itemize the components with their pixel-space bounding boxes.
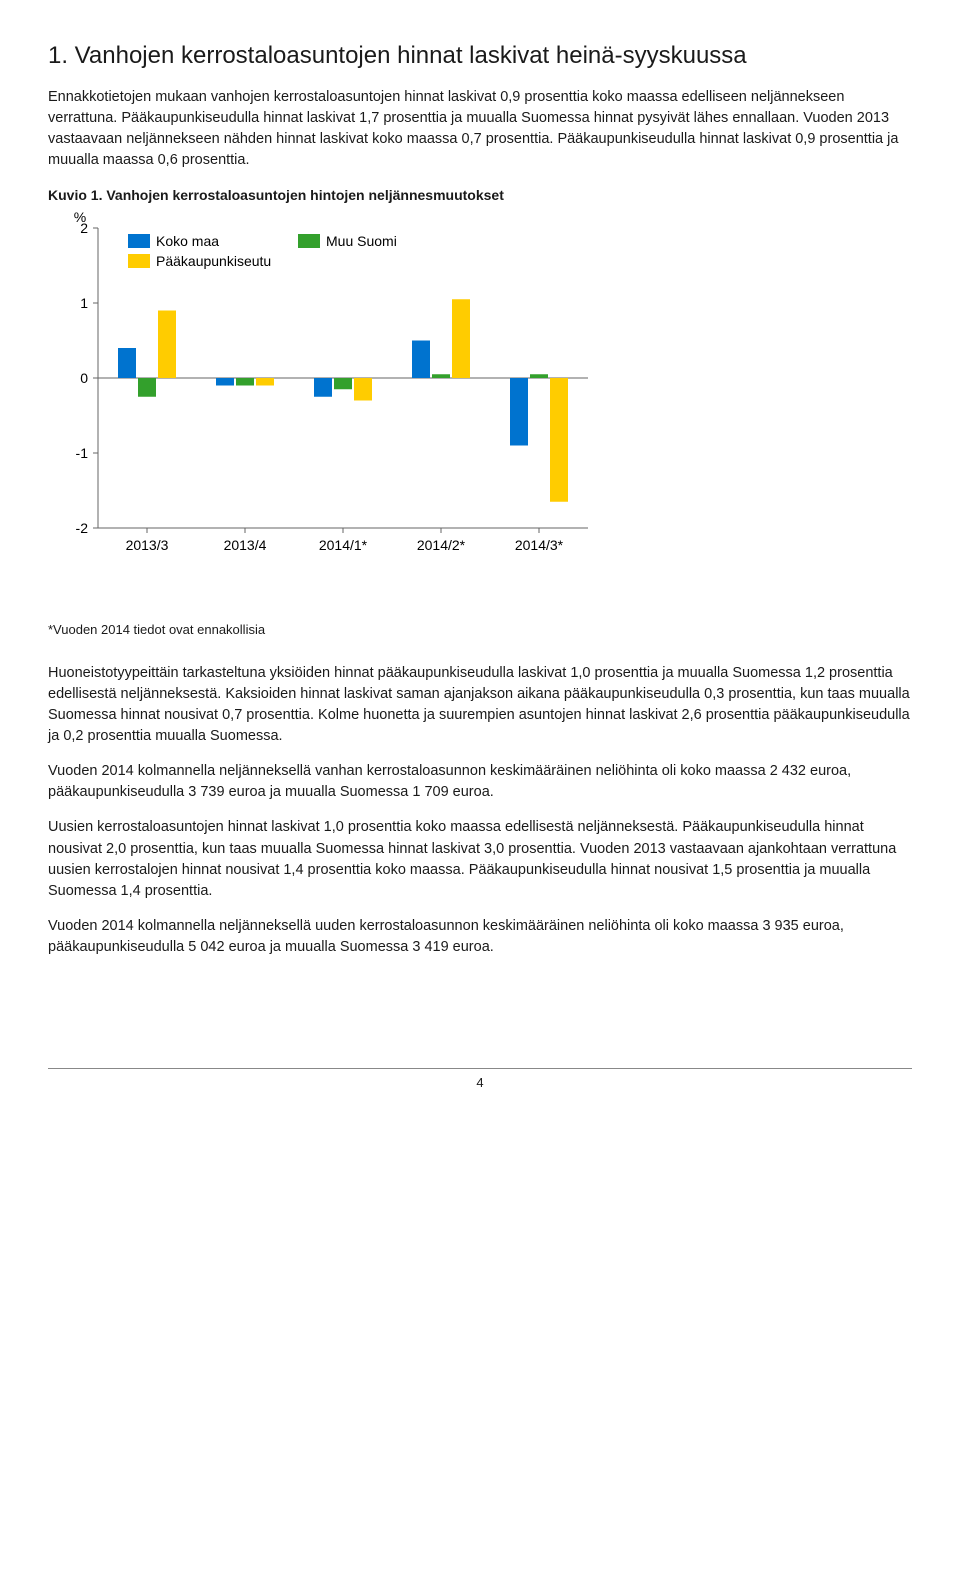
paragraph-new-avg-price: Vuoden 2014 kolmannella neljänneksellä u…: [48, 916, 912, 958]
svg-text:2: 2: [80, 220, 88, 236]
chart-svg: %-2-1012Koko maaPääkaupunkiseutuMuu Suom…: [48, 208, 608, 608]
svg-text:Koko maa: Koko maa: [156, 233, 219, 249]
page-number: 4: [476, 1075, 483, 1090]
svg-text:2014/3*: 2014/3*: [515, 537, 564, 553]
paragraph-room-types: Huoneistotyypeittäin tarkasteltuna yksiö…: [48, 663, 912, 747]
paragraph-new-prices: Uusien kerrostaloasuntojen hinnat laskiv…: [48, 817, 912, 901]
svg-text:Muu Suomi: Muu Suomi: [326, 233, 397, 249]
intro-paragraph: Ennakkotietojen mukaan vanhojen kerrosta…: [48, 87, 912, 171]
svg-text:2013/4: 2013/4: [224, 537, 267, 553]
svg-text:2014/1*: 2014/1*: [319, 537, 368, 553]
svg-text:2013/3: 2013/3: [126, 537, 169, 553]
svg-text:-2: -2: [76, 520, 89, 536]
svg-text:0: 0: [80, 370, 88, 386]
chart-caption: Kuvio 1. Vanhojen kerrostaloasuntojen hi…: [48, 185, 912, 205]
svg-text:1: 1: [80, 295, 88, 311]
page-title: 1. Vanhojen kerrostaloasuntojen hinnat l…: [48, 40, 912, 71]
bar-chart: %-2-1012Koko maaPääkaupunkiseutuMuu Suom…: [48, 208, 912, 613]
svg-text:Pääkaupunkiseutu: Pääkaupunkiseutu: [156, 253, 271, 269]
paragraph-old-avg-price: Vuoden 2014 kolmannella neljänneksellä v…: [48, 761, 912, 803]
svg-text:-1: -1: [76, 445, 89, 461]
chart-footnote: *Vuoden 2014 tiedot ovat ennakollisia: [48, 621, 912, 640]
svg-text:2014/2*: 2014/2*: [417, 537, 466, 553]
page-footer: 4: [48, 1068, 912, 1090]
